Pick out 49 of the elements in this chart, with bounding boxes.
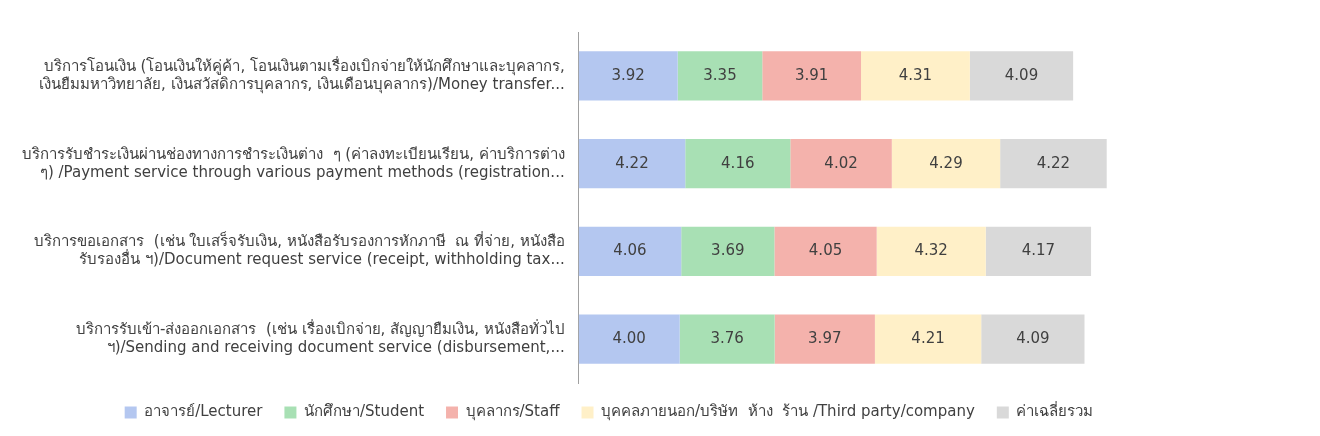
y-tick-label: บริการขอเอกสาร (เช่น ใบเสร็จรับเงิน, หนังสือรับรองการหักภาษี ณ ที่จ่าย, หนังสือ รับรองอื่น ฯ)/Document request service (receipt, withholding tax...: [34, 230, 565, 269]
data-label: 4.02: [824, 153, 858, 172]
data-label: 4.22: [1036, 153, 1071, 172]
data-label: 3.35: [703, 65, 737, 84]
bar: [578, 226, 682, 276]
data-label: 4.32: [914, 241, 948, 260]
bar: [876, 226, 986, 276]
bar: [578, 139, 686, 189]
legend-label: บุคลากร/Staff: [465, 402, 561, 422]
bar: [985, 226, 1092, 276]
data-label: 3.91: [794, 65, 829, 84]
data-label: 4.00: [612, 329, 646, 348]
data-label: 4.31: [898, 65, 933, 84]
data-label: 4.09: [1016, 329, 1050, 348]
data-label: 4.22: [615, 153, 649, 172]
bar: [790, 139, 892, 189]
bar: [679, 314, 775, 364]
bar: [677, 51, 763, 101]
bar: [969, 51, 1074, 101]
bar: [762, 51, 862, 101]
data-label: 4.05: [808, 241, 843, 260]
bar: [774, 314, 875, 364]
legend-label: นักศึกษา/Student: [303, 402, 425, 421]
data-label: 3.69: [711, 241, 745, 260]
data-label: 4.06: [613, 241, 647, 260]
data-label: 3.92: [611, 65, 645, 84]
data-label: 4.16: [721, 153, 755, 172]
legend-label: บุคคลภายนอก/บริษัท ห้าง ร้าน /Third party/company: [601, 402, 975, 422]
data-label: 4.09: [1004, 65, 1039, 84]
bar: [861, 51, 970, 101]
data-label: 3.97: [808, 329, 842, 348]
y-tick-label: บริการรับเข้า-ส่งออกเอกสาร (เช่น เรื่องเบิกจ่าย, สัญญายืมเงิน, หนังสือทั่วไป ฯ)/Sending and receiving document service (disbursement,...: [76, 318, 565, 357]
bar: [578, 51, 678, 101]
data-label: 4.29: [929, 153, 963, 172]
bar: [578, 314, 680, 364]
bar: [1000, 139, 1107, 189]
data-label: 4.17: [1021, 241, 1056, 260]
bar: [874, 314, 982, 364]
bar: [891, 139, 1001, 189]
bar: [681, 226, 775, 276]
legend-label: อาจารย์/Lecturer: [144, 402, 264, 421]
data-label: 4.21: [911, 329, 945, 348]
bar: [774, 226, 877, 276]
data-label: 3.76: [710, 329, 744, 348]
y-tick-label: บริการโอนเงิน (โอนเงินให้คู่ค้า, โอนเงินตามเรื่องเบิกจ่ายให้นักศึกษาและบุคลากร, เงินยืมมหาวิทยาลัย, เงินสวัสดิการบุคลากร, เงินเดือนบุคลากร)/Money transfer...: [39, 54, 565, 94]
legend-label: ค่าเฉลี่ยรวม: [1016, 400, 1094, 421]
bar: [981, 314, 1085, 364]
y-tick-label: บริการรับชำระเงินผ่านช่องทางการชำระเงินต่าง ๆ (ค่าลงทะเบียนเรียน, ค่าบริการต่าง ๆ) /Payment service through various payment methods (registration...: [21, 144, 565, 181]
bar: [685, 139, 791, 189]
